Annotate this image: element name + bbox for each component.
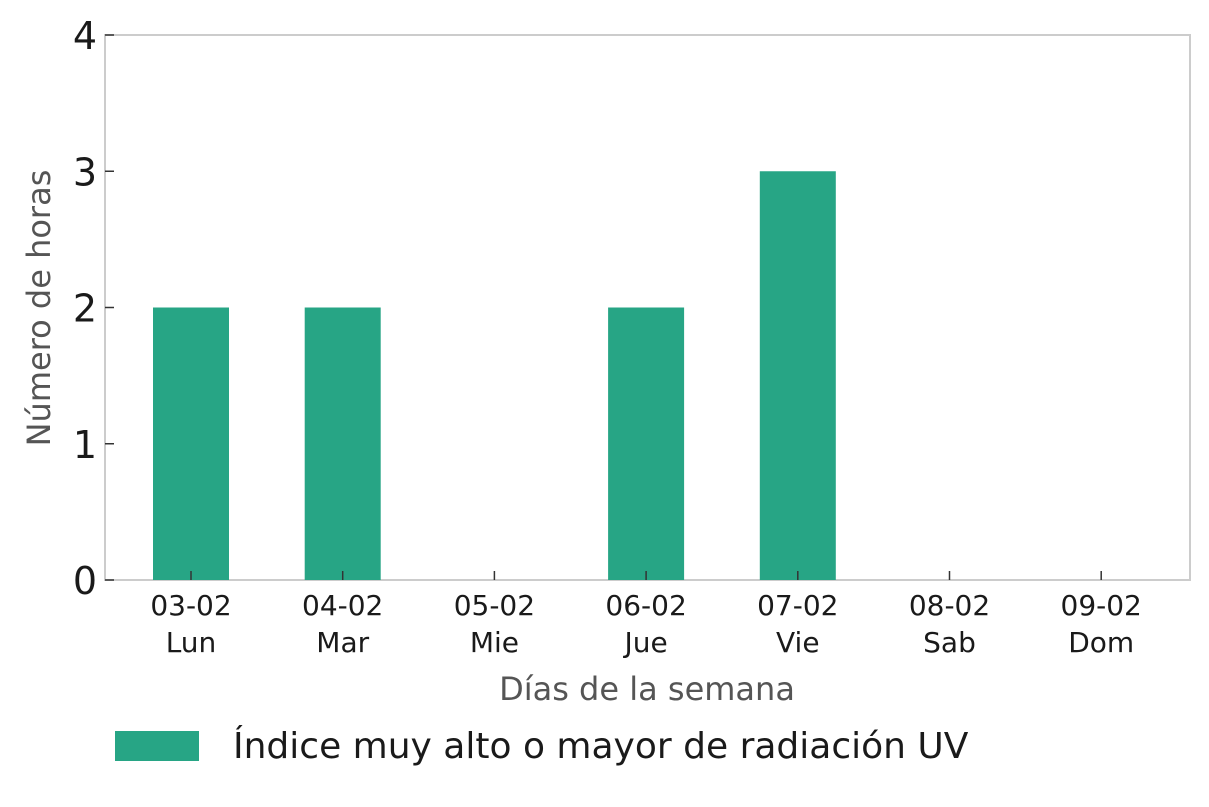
x-tick-label-date-09-02: 09-02 [1061,589,1142,622]
x-tick-label-day-Vie: Vie [776,626,820,659]
y-axis-ticks: 0 1 2 3 4 [73,14,114,603]
bar-06-02 [608,307,685,580]
x-tick-label-day-Mar: Mar [316,626,369,659]
y-tick-label-2: 2 [73,287,97,331]
legend: Índice muy alto o mayor de radiación UV [115,722,968,770]
y-tick-label-3: 3 [73,150,97,194]
bars [153,171,836,580]
y-tick-label-4: 4 [73,14,97,58]
y-tick-label-1: 1 [73,423,97,467]
x-tick-label-date-06-02: 06-02 [605,589,686,622]
legend-swatch [115,731,199,761]
y-tick-label-0: 0 [73,559,97,603]
bar-04-02 [304,307,381,580]
x-tick-label-date-04-02: 04-02 [302,589,383,622]
x-tick-label-day-Jue: Jue [622,626,667,659]
x-tick-label-day-Sab: Sab [923,626,976,659]
x-axis-title: Días de la semana [499,670,795,708]
y-axis-title: Número de horas [20,170,58,447]
x-tick-label-day-Mie: Mie [470,626,519,659]
x-tick-label-day-Lun: Lun [166,626,217,659]
bar-07-02 [759,171,836,580]
x-tick-label-day-Dom: Dom [1068,626,1134,659]
x-axis-ticks: 03-02 Lun 04-02 Mar 05-02 Mie 06-02 Jue 07-02 Vie… [150,571,1142,659]
legend-label: Índice muy alto o mayor de radiación UV [233,725,969,767]
x-tick-label-date-05-02: 05-02 [454,589,535,622]
x-tick-label-date-08-02: 08-02 [909,589,990,622]
x-tick-label-date-07-02: 07-02 [757,589,838,622]
x-tick-label-date-03-02: 03-02 [150,589,231,622]
bar-03-02 [153,307,229,580]
